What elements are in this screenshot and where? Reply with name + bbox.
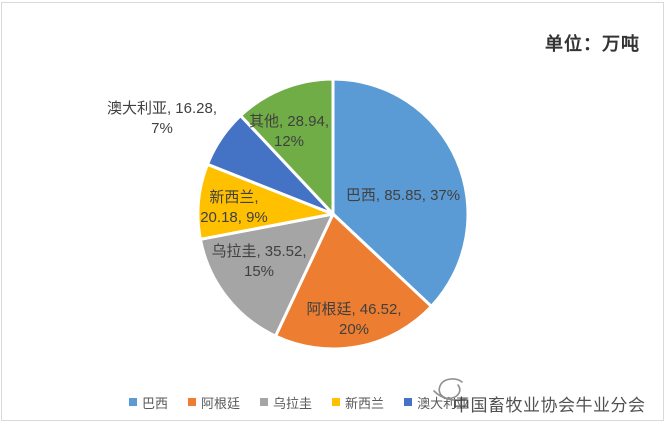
legend-swatch-阿根廷 <box>188 398 197 406</box>
legend-item-乌拉圭: 乌拉圭 <box>260 393 312 412</box>
legend-swatch-澳大利亚 <box>404 398 413 406</box>
legend-label-乌拉圭: 乌拉圭 <box>273 395 313 411</box>
legend-label-澳大利亚: 澳大利亚 <box>417 395 470 411</box>
pie-slice-阿根廷 <box>274 212 433 351</box>
data-label-巴西: 巴西, 85.85, 37% <box>345 187 461 204</box>
legend-swatch-巴西 <box>129 398 137 406</box>
pie-slice-乌拉圭 <box>198 212 335 338</box>
legend-item-阿根廷: 阿根廷 <box>188 393 240 412</box>
watermark-text: 中国畜牧业协会牛业分会 <box>453 396 646 415</box>
legend-item-澳大利亚: 澳大利亚 <box>404 393 469 412</box>
data-label-新西兰: 新西兰, 20.18, 9% <box>200 189 268 226</box>
unit-label: 单位：万吨 <box>545 34 640 54</box>
data-label-澳大利亚: 澳大利亚, 16.28, 7% <box>106 100 218 137</box>
legend-label-巴西: 巴西 <box>142 395 169 411</box>
data-label-乌拉圭: 乌拉圭, 35.52, 15% <box>211 243 307 280</box>
pie-slice-巴西 <box>331 77 470 308</box>
data-label-其他: 其他, 28.94, 12% <box>248 113 330 150</box>
legend-label-新西兰: 新西兰 <box>345 395 385 411</box>
legend-item-新西兰: 新西兰 <box>332 393 384 412</box>
legend-swatch-新西兰 <box>332 398 341 406</box>
data-label-阿根廷: 阿根廷, 46.52, 20% <box>306 301 402 338</box>
legend-item-巴西: 巴西 <box>129 393 168 412</box>
watermark-swoosh-icon <box>433 378 467 402</box>
legend-swatch-乌拉圭 <box>260 398 269 406</box>
legend: 巴西 阿根廷 乌拉圭 新西兰 澳大利亚 <box>129 393 469 412</box>
pie-slice-其他 <box>239 77 335 216</box>
legend-label-阿根廷: 阿根廷 <box>201 395 241 411</box>
